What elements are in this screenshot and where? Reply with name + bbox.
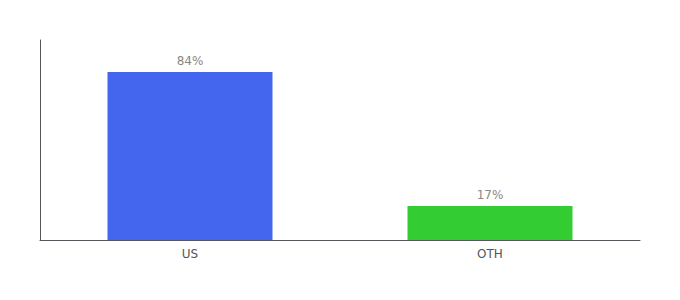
- svg-text:US: US: [182, 247, 198, 261]
- svg-text:17%: 17%: [477, 188, 504, 202]
- svg-text:OTH: OTH: [477, 247, 503, 261]
- svg-text:84%: 84%: [177, 54, 204, 68]
